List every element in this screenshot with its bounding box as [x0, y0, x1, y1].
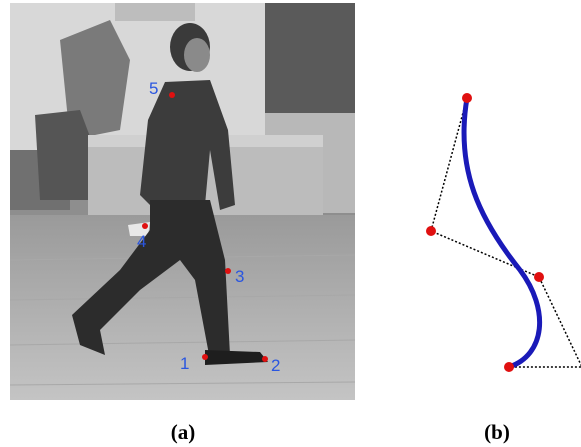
- keypoint-label: 2: [271, 356, 280, 375]
- curve: [464, 98, 540, 367]
- control-point: [426, 226, 436, 236]
- photo: [10, 3, 355, 400]
- caption: (b): [484, 420, 510, 444]
- keypoint-label: 3: [235, 267, 244, 286]
- keypoint-label: 4: [137, 232, 146, 251]
- keypoint-dot: [225, 268, 231, 274]
- keypoint-dot: [262, 356, 268, 362]
- caption: (a): [171, 420, 196, 444]
- keypoint-dot: [202, 354, 208, 360]
- control-point: [462, 93, 472, 103]
- control-point: [504, 362, 514, 372]
- control-polygon: [431, 98, 581, 367]
- control-point: [534, 272, 544, 282]
- bezier-panel: [426, 93, 581, 372]
- keypoint-dot: [142, 223, 148, 229]
- figure: 1 2 3 4 5 (a) (b): [0, 0, 581, 447]
- keypoint-label: 1: [180, 354, 189, 373]
- keypoint-dot: [169, 92, 175, 98]
- keypoint-label: 5: [149, 79, 158, 98]
